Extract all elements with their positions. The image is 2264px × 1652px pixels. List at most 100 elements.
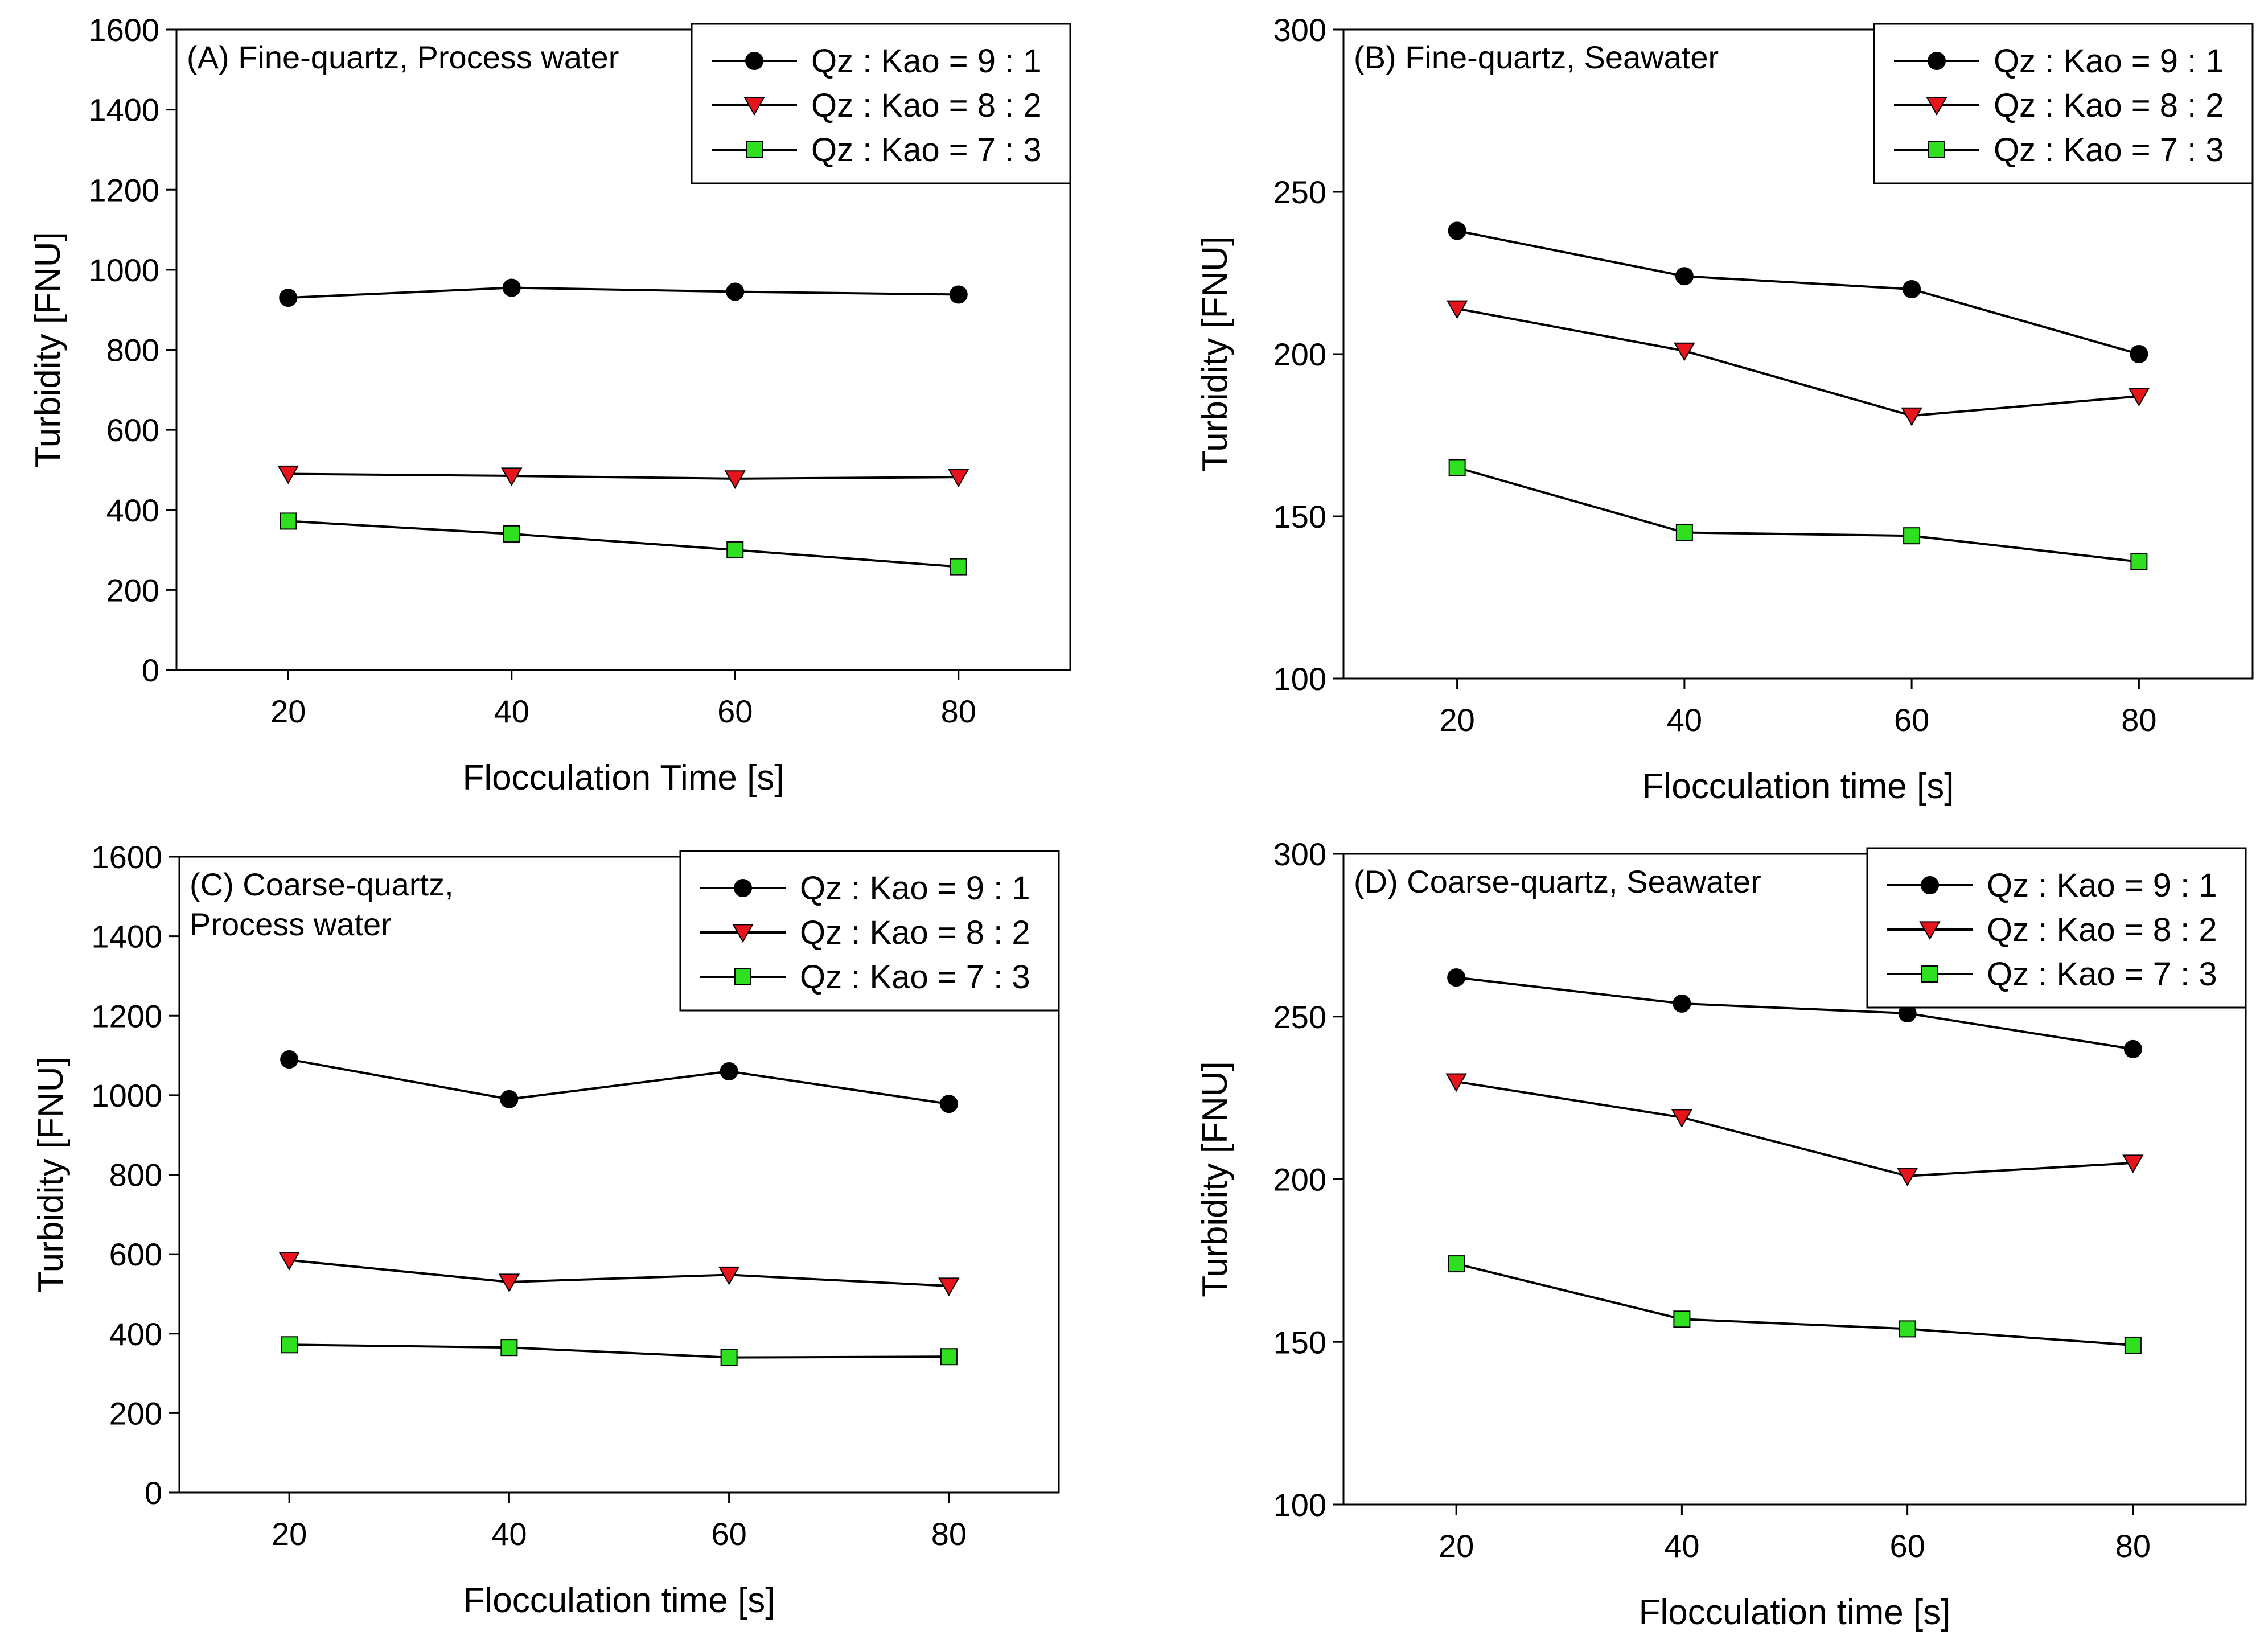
panel-a-y-tick-label: 400 xyxy=(106,492,159,528)
panel-d-series-9-1-point xyxy=(2123,1039,2142,1058)
panel-c-legend-label: Qz : Kao = 7 : 3 xyxy=(800,959,1030,996)
panel-d-legend-label: Qz : Kao = 9 : 1 xyxy=(1987,867,2217,904)
panel-d-legend-label: Qz : Kao = 7 : 3 xyxy=(1987,956,2217,993)
panel-d-chart: 100 150 200 250 300 20 40 60 80 Flocculation time… xyxy=(1195,836,2247,1632)
panel-b-x-tick-label: 80 xyxy=(2121,702,2156,738)
panel-b-series-8-2-point xyxy=(2128,388,2150,407)
panel-b-series-7-3-point xyxy=(2130,553,2148,570)
panel-c-series-7-3-point xyxy=(940,1348,958,1366)
panel-c-series-7-3-point xyxy=(500,1339,518,1357)
panel-b-series-9-1-point xyxy=(1903,280,1921,298)
panel-c-x-tick-label: 80 xyxy=(931,1516,967,1552)
panel-c-y-tick-label: 200 xyxy=(109,1395,162,1431)
panel-b-y-tick-label: 150 xyxy=(1273,499,1326,535)
panel-b-title-line: (B) Fine-quartz, Seawater xyxy=(1354,39,1719,75)
panel-c-series-8-2-point xyxy=(718,1266,740,1285)
panel-b-legend-label: Qz : Kao = 9 : 1 xyxy=(1994,43,2224,80)
panel-c-legend-marker xyxy=(732,924,754,943)
panel-a-legend-marker xyxy=(745,52,763,70)
panel-a-chart: 0 200 400 600 800 1000 1200 1400 1600 20 40 60 80 Flo… xyxy=(28,12,1071,798)
panel-d-series-7-3-line xyxy=(1456,1263,2134,1346)
panel-c-series-9-1-line xyxy=(289,1058,950,1106)
panel-a-x-tick-label: 80 xyxy=(941,693,976,729)
panel-c-x-tick-label: 40 xyxy=(491,1516,527,1552)
panel-b-series-8-2-point xyxy=(1674,342,1695,361)
panel-d-x-tick-label: 40 xyxy=(1664,1528,1699,1564)
panel-a-title-line: (A) Fine-quartz, Process water xyxy=(187,39,619,75)
panel-d-x-tick-label: 80 xyxy=(2115,1528,2151,1564)
panel-c-x-tick-label: 60 xyxy=(711,1516,746,1552)
panel-c-legend-label: Qz : Kao = 9 : 1 xyxy=(800,870,1030,907)
panel-d-series-9-1-line xyxy=(1456,976,2134,1050)
panel-a-series-9-1-point xyxy=(949,285,968,304)
panel-c-y-tick-label: 800 xyxy=(109,1157,162,1193)
panel-d-series-7-3-point xyxy=(1899,1320,1916,1338)
panel-b-series-9-1-line xyxy=(1457,229,2139,355)
panel-c-series-9-1-point xyxy=(720,1062,738,1080)
panel-b-y-tick-label: 250 xyxy=(1273,174,1326,210)
panel-c-y-axis-title: Turbidity [FNU] xyxy=(31,1057,71,1293)
panel-a-y-tick-label: 600 xyxy=(106,412,159,448)
panel-a-series-8-2-point xyxy=(948,469,969,488)
panel-d-series-8-2-line xyxy=(1456,1080,2133,1177)
panel-d-series-7-3-point xyxy=(2124,1336,2142,1354)
panel-a-legend-label: Qz : Kao = 8 : 2 xyxy=(811,87,1042,124)
panel-c-y-tick-label: 1400 xyxy=(91,919,162,955)
panel-c-series-7-3-line xyxy=(289,1343,949,1359)
panel-b-y-tick-label: 100 xyxy=(1273,661,1326,697)
panel-a-legend-label: Qz : Kao = 9 : 1 xyxy=(811,43,1042,80)
panel-a-series-8-2-point xyxy=(501,467,523,487)
panel-c-y-tick-label: 1600 xyxy=(91,839,162,875)
panel-c-series-8-2-point xyxy=(938,1277,960,1297)
panel-b-series-9-1-point xyxy=(2130,345,2148,363)
panel-b-legend-marker xyxy=(1928,52,1946,70)
panel-d-series-8-2-point xyxy=(2122,1154,2144,1174)
panel-d-legend-label: Qz : Kao = 8 : 2 xyxy=(1987,911,2217,948)
panel-c-y-tick-label: 0 xyxy=(145,1475,162,1511)
panel-c-y-tick-label: 1200 xyxy=(91,998,162,1034)
panel-a-series-9-1-line xyxy=(288,286,959,299)
panel-d-title-line: (D) Coarse-quartz, Seawater xyxy=(1354,864,1761,899)
panel-d-y-tick-label: 200 xyxy=(1273,1162,1326,1198)
panel-b-y-axis-title: Turbidity [FNU] xyxy=(1195,236,1235,472)
panel-b-x-tick-label: 20 xyxy=(1439,702,1474,738)
panel-a-series-7-3-point xyxy=(950,558,967,576)
panel-a-series-8-2-point xyxy=(277,465,299,484)
panel-c-title-line: Process water xyxy=(190,906,392,942)
panel-c-title-line: (C) Coarse-quartz, xyxy=(190,866,454,902)
panel-b-legend-label: Qz : Kao = 8 : 2 xyxy=(1994,87,2224,124)
panel-d-series-9-1-point xyxy=(1673,994,1691,1013)
panel-d-series-9-1-point xyxy=(1447,968,1466,987)
panel-d-y-tick-label: 150 xyxy=(1273,1324,1326,1360)
panel-a-y-tick-label: 200 xyxy=(106,572,159,608)
panel-c-series-9-1-point xyxy=(280,1050,299,1069)
panel-b-legend-marker xyxy=(1928,141,1945,158)
panel-c-y-tick-label: 400 xyxy=(109,1316,162,1352)
panel-b-series-9-1-point xyxy=(1675,267,1694,286)
panel-b-series-7-3-line xyxy=(1457,466,2139,563)
panel-a-series-9-1-point xyxy=(726,282,745,301)
panel-c-y-tick-label: 1000 xyxy=(91,1078,162,1113)
panel-c-x-axis-title: Flocculation time [s] xyxy=(463,1581,775,1620)
panel-a-y-tick-label: 1400 xyxy=(88,92,159,128)
panel-b-legend-marker xyxy=(1926,97,1947,116)
panel-b-chart: 100 150 200 250 300 20 40 60 80 Flocculation time… xyxy=(1195,12,2254,806)
panel-a-x-tick-label: 40 xyxy=(494,693,529,729)
panel-b-x-tick-label: 60 xyxy=(1894,702,1929,738)
panel-c-series-9-1-point xyxy=(939,1095,958,1113)
panel-d-legend-marker xyxy=(1921,876,1939,894)
panel-a-y-tick-label: 1000 xyxy=(88,252,159,288)
panel-b-series-7-3-point xyxy=(1675,524,1693,541)
panel-c-series-7-3-point xyxy=(281,1336,298,1354)
panel-b-series-8-2-point xyxy=(1446,300,1468,319)
panel-d-x-axis-title: Flocculation time [s] xyxy=(1639,1593,1951,1632)
panel-c-series-8-2-line xyxy=(289,1259,949,1287)
panel-a-series-8-2-point xyxy=(724,470,746,490)
panel-d-series-8-2-point xyxy=(1671,1109,1693,1128)
panel-b-x-axis-title: Flocculation time [s] xyxy=(1642,767,1954,806)
panel-a-series-9-1-point xyxy=(502,278,521,297)
panel-d-y-tick-label: 300 xyxy=(1273,836,1326,872)
panel-c-series-7-3-point xyxy=(720,1349,738,1366)
